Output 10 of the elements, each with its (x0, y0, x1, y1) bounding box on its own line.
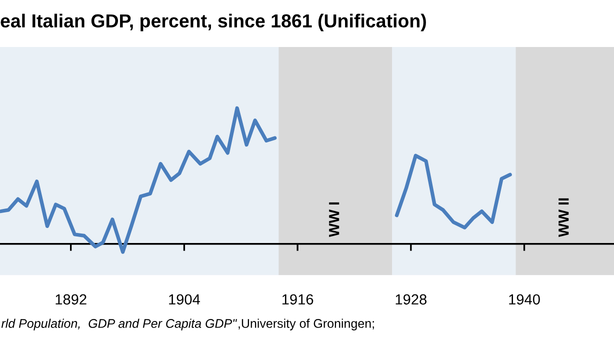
x-tick-label: 1904 (169, 294, 200, 305)
x-tick-label: 1916 (282, 294, 314, 305)
x-tick-label: 1928 (396, 294, 426, 305)
chart-title: eal Italian GDP, percent, since 1861 (Unification) (0, 14, 426, 32)
text: ,University of Groningen; (238, 318, 374, 330)
x-tick-label: 1892 (56, 294, 86, 305)
text: rld Population, GDP and Per Capita GDP" (1, 318, 238, 330)
band-label: WW II (558, 198, 569, 238)
x-tick-label: 1940 (509, 294, 540, 305)
band-label: WW I (329, 202, 340, 238)
